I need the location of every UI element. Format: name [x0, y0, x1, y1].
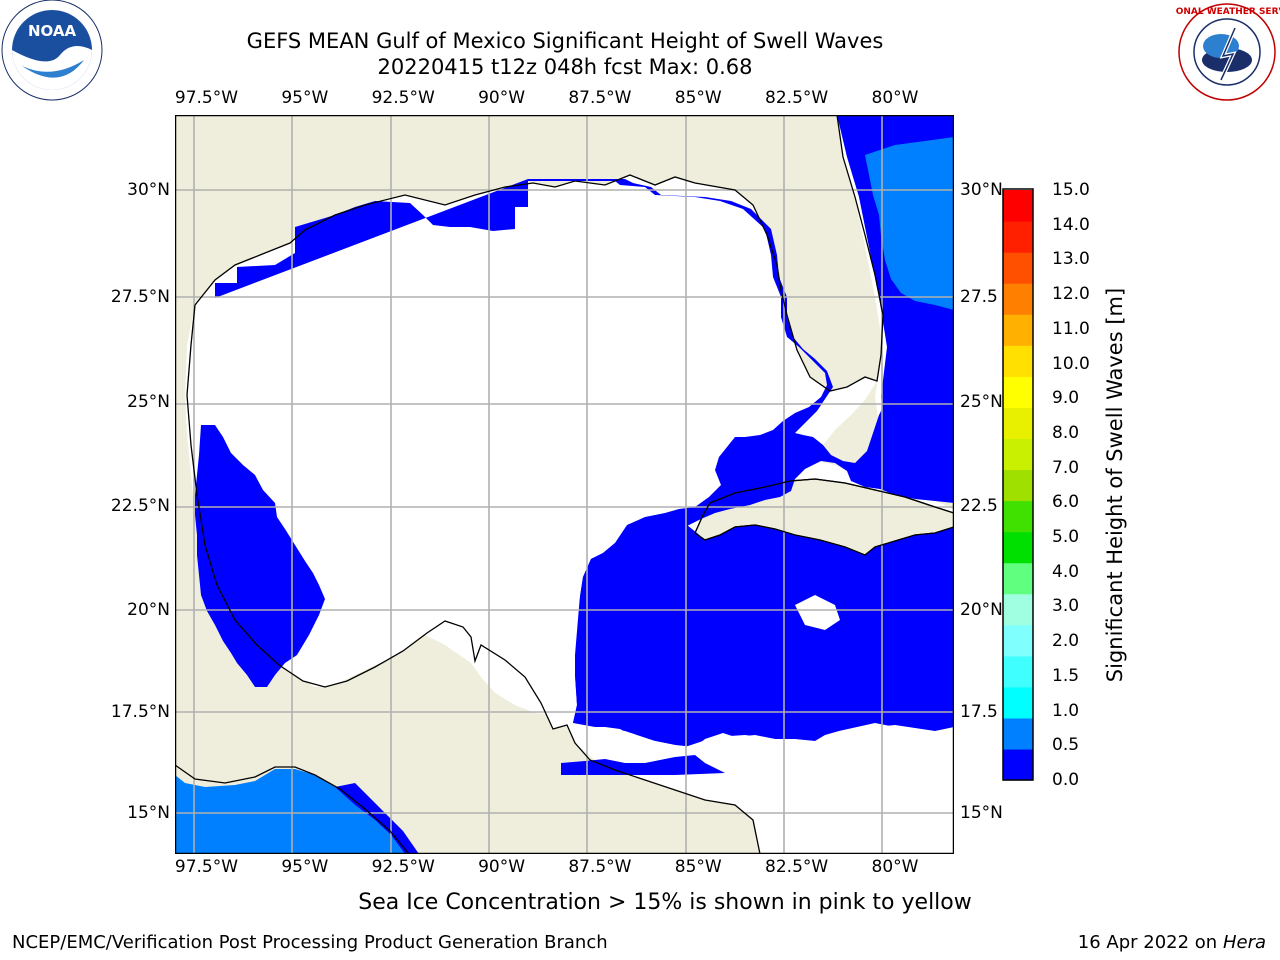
colorbar-tick-label: 7.0: [1052, 457, 1080, 478]
colorbar-frame: [1002, 188, 1034, 781]
swell-pacific-light: [175, 769, 405, 854]
lonTop-label: 82.5°W: [765, 88, 829, 108]
colorbar-segment: [1003, 221, 1033, 253]
colorbar-segment: [1003, 190, 1033, 222]
lonTop-label: 95°W: [281, 88, 329, 108]
swell-atlantic-light: [865, 137, 954, 310]
colorbar-segment: [1003, 593, 1033, 626]
colorbar-segment: [1003, 655, 1033, 688]
lonBottom-label: 92.5°W: [371, 857, 435, 877]
latLeft-label: 30°N: [127, 180, 170, 200]
colorbar-segment: [1003, 407, 1033, 440]
colorbar-tick-label: 15.0: [1052, 180, 1090, 200]
colorbar-tick-label: 5.0: [1052, 527, 1080, 548]
gridlines: [175, 115, 954, 854]
lonBottom-label: 97.5°W: [174, 857, 239, 877]
colorbar-segment: [1003, 438, 1033, 471]
colorbar-segment: [1003, 624, 1033, 657]
caribbean-gap: [795, 595, 840, 630]
lonTop-label: 80°W: [871, 88, 919, 108]
colorbar-tick-label: 3.0: [1052, 596, 1080, 617]
colorbar-segment: [1003, 252, 1033, 284]
latLeft-label: 22.5°N: [110, 496, 170, 516]
colorbar-tick-label: 4.0: [1052, 561, 1080, 582]
colorbar-segment: [1003, 686, 1033, 719]
colorbar-tick-label: 13.0: [1052, 249, 1090, 270]
lonTop-label: 85°W: [674, 88, 722, 108]
latLeft-label: 17.5°N: [110, 702, 170, 722]
latRight-label: 30°N: [960, 180, 1003, 200]
latRight-label: 15°N: [960, 803, 1003, 823]
credit-branch: NCEP/EMC/Verification Post Processing Pr…: [12, 932, 608, 953]
swell-pacific-blue: [335, 783, 419, 854]
colorbar-tick-label: 2.0: [1052, 631, 1080, 652]
colorbar-title: Significant Height of Swell Waves [m]: [1103, 287, 1127, 683]
chart-subtitle: 20220415 t12z 048h fcst Max: 0.68: [377, 55, 753, 79]
colorbar-segment: [1003, 717, 1033, 750]
latLeft-label: 27.5°N: [110, 287, 170, 307]
noaa-logo: NOAA: [1, 0, 103, 101]
credit-date: 16 Apr 2022 on Hera: [1078, 932, 1266, 953]
credit-date-text: 16 Apr 2022 on: [1077, 932, 1223, 953]
lonTop-label: 97.5°W: [174, 88, 239, 108]
lonBottom-label: 82.5°W: [765, 857, 829, 877]
noaa-logo-text: NOAA: [28, 22, 77, 40]
latRight-label: 27.5: [960, 287, 998, 307]
colorbar-tick-label: 11.0: [1052, 318, 1090, 339]
chart-title: GEFS MEAN Gulf of Mexico Significant Hei…: [246, 29, 884, 53]
lonBottom-label: 87.5°W: [568, 857, 632, 877]
latLeft-label: 25°N: [127, 392, 170, 412]
latLeft-label: 15°N: [127, 803, 170, 823]
lonBottom-label: 95°W: [281, 857, 329, 877]
coastlines: [175, 115, 954, 854]
credit-host: Hera: [1222, 932, 1266, 953]
swell-map: [175, 115, 954, 854]
lonTop-label: 90°W: [478, 88, 526, 108]
lonBottom-label: 80°W: [871, 857, 919, 877]
colorbar-segment: [1003, 376, 1033, 408]
colorbar-tick-label: 12.0: [1052, 284, 1090, 305]
latRight-label: 17.5: [960, 702, 998, 722]
colorbar-segment: [1003, 314, 1033, 346]
colorbar-segment: [1003, 283, 1033, 315]
honduras-blue-strip: [561, 755, 725, 775]
colorbar-tick-label: 9.0: [1052, 388, 1080, 409]
colorbar-tick-label: 0.0: [1052, 770, 1080, 790]
latRight-label: 20°N: [960, 600, 1003, 620]
map-frame: [175, 115, 954, 854]
colorbar-tick-label: 1.5: [1052, 665, 1080, 686]
colorbar-segment: [1003, 345, 1033, 377]
colorbar: [1002, 188, 1034, 781]
sea-ice-note: Sea Ice Concentration > 15% is shown in …: [358, 890, 972, 915]
latRight-label: 22.5: [960, 496, 998, 516]
colorbar-segment: [1003, 562, 1033, 595]
lonBottom-label: 90°W: [478, 857, 526, 877]
latLeft-label: 20°N: [127, 600, 170, 620]
colorbar-tick-label: 0.5: [1052, 735, 1080, 756]
nws-logo-text: NATIONAL WEATHER SERVICE: [1175, 7, 1280, 17]
lonBottom-label: 85°W: [674, 857, 722, 877]
colorbar-tick-label: 14.0: [1052, 214, 1090, 235]
colorbar-tick-label: 1.0: [1052, 700, 1080, 721]
swell-caribbean: [573, 521, 954, 747]
colorbar-tick-label: 6.0: [1052, 492, 1080, 513]
colorbar-tick-label: 10.0: [1052, 353, 1090, 374]
nws-logo: NATIONAL WEATHER SERVICE: [1175, 3, 1280, 101]
colorbar-tick-label: 8.0: [1052, 422, 1080, 443]
colorbar-segment: [1003, 748, 1033, 781]
colorbar-segment: [1003, 500, 1033, 533]
latRight-label: 25°N: [960, 392, 1003, 412]
lonTop-label: 92.5°W: [371, 88, 435, 108]
colorbar-segment: [1003, 531, 1033, 564]
caribbean-south-water: [573, 723, 954, 854]
lonTop-label: 87.5°W: [568, 88, 632, 108]
colorbar-segment: [1003, 469, 1033, 502]
